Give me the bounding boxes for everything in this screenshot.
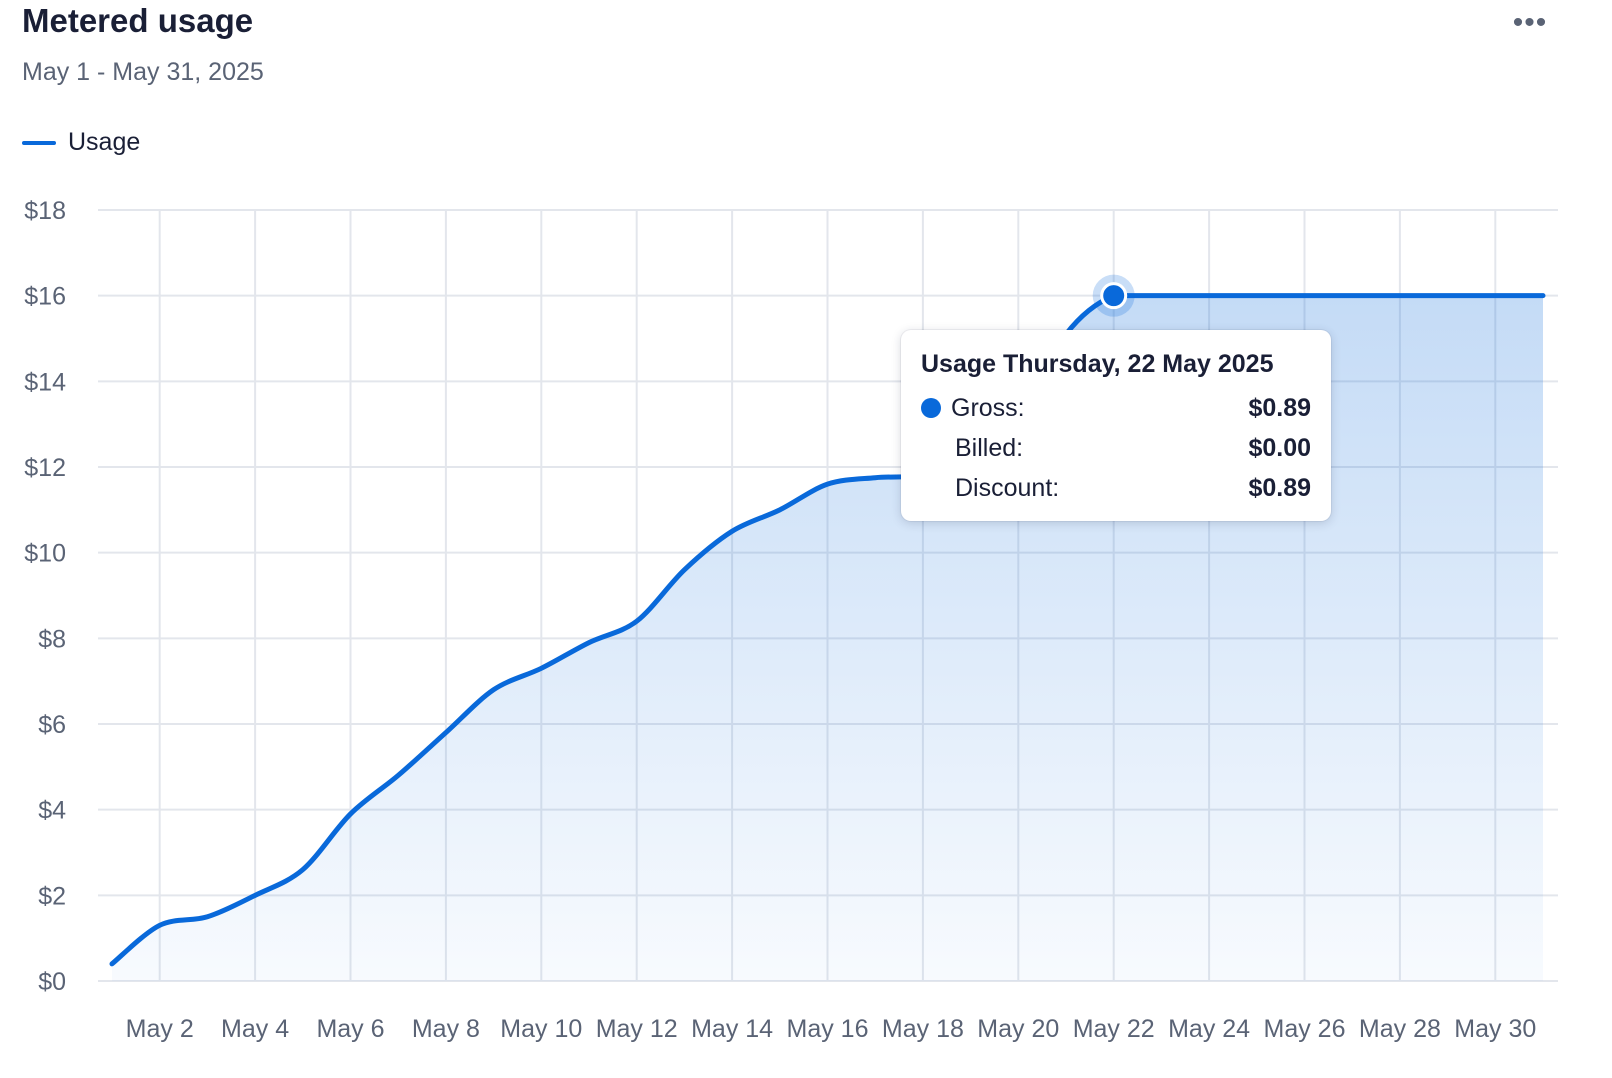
usage-point: [443, 730, 449, 736]
y-tick-label: $10: [24, 540, 66, 568]
legend-label: Usage: [68, 128, 141, 156]
usage-point: [252, 892, 258, 898]
x-tick-label: May 26: [1264, 1015, 1346, 1043]
usage-point: [157, 922, 163, 928]
y-tick-label: $12: [24, 454, 66, 482]
usage-point: [1397, 293, 1403, 299]
usage-point: [634, 618, 640, 624]
x-tick-label: May 2: [126, 1015, 194, 1043]
y-tick-label: $2: [38, 882, 66, 910]
gross-dot-icon: [921, 398, 941, 418]
usage-point: [204, 914, 210, 920]
y-tick-label: $14: [24, 368, 66, 396]
x-tick-label: May 16: [787, 1015, 869, 1043]
usage-point: [825, 481, 831, 487]
usage-point: [872, 475, 878, 481]
tooltip-row-billed: Billed: $0.00: [921, 428, 1311, 468]
x-tick-label: May 20: [977, 1015, 1059, 1043]
usage-point: [1206, 293, 1212, 299]
usage-point: [109, 961, 115, 967]
x-tick-label: May 14: [691, 1015, 773, 1043]
y-tick-label: $6: [38, 711, 66, 739]
tooltip-discount-value: $0.89: [1248, 473, 1311, 502]
tooltip-gross-value: $0.89: [1248, 393, 1311, 422]
x-tick-label: May 8: [412, 1015, 480, 1043]
x-tick-label: May 4: [221, 1015, 289, 1043]
usage-point: [538, 665, 544, 671]
legend-swatch: [22, 140, 56, 145]
x-tick-label: May 22: [1073, 1015, 1155, 1043]
usage-point: [1445, 293, 1451, 299]
y-tick-label: $4: [38, 797, 66, 825]
x-tick-label: May 18: [882, 1015, 964, 1043]
x-tick-label: May 24: [1168, 1015, 1250, 1043]
tooltip-billed-value: $0.00: [1248, 433, 1311, 462]
usage-point: [1349, 293, 1355, 299]
usage-point: [1254, 293, 1260, 299]
usage-point: [681, 567, 687, 573]
x-tick-label: May 30: [1454, 1015, 1536, 1043]
chart-title: Metered usage: [22, 2, 254, 39]
y-tick-label: $18: [24, 197, 66, 225]
x-tick-label: May 10: [500, 1015, 582, 1043]
usage-point: [491, 687, 497, 693]
highlight-point: [1100, 282, 1128, 310]
more-options-button[interactable]: •••: [1508, 8, 1552, 38]
usage-point: [1158, 293, 1164, 299]
y-tick-label: $16: [24, 283, 66, 311]
usage-point: [300, 867, 306, 873]
y-tick-label: $0: [38, 968, 66, 996]
more-horizontal-icon: •••: [1512, 6, 1548, 39]
usage-point: [1540, 293, 1546, 299]
usage-point: [1302, 293, 1308, 299]
x-tick-label: May 6: [316, 1015, 384, 1043]
y-tick-label: $8: [38, 625, 66, 653]
x-tick-label: May 28: [1359, 1015, 1441, 1043]
chart-legend: Usage: [22, 128, 140, 157]
usage-point: [395, 772, 401, 778]
usage-point: [586, 640, 592, 646]
usage-point: [348, 811, 354, 817]
tooltip-row-discount: Discount: $0.89: [921, 468, 1311, 508]
tooltip-row-gross: Gross: $0.89: [921, 388, 1311, 428]
tooltip-discount-label: Discount:: [955, 473, 1060, 502]
date-range: May 1 - May 31, 2025: [22, 58, 264, 86]
usage-point: [1492, 293, 1498, 299]
tooltip-title: Usage Thursday, 22 May 2025: [921, 350, 1274, 378]
usage-line: [109, 293, 1546, 967]
tooltip-gross-label: Gross:: [951, 393, 1025, 422]
x-tick-label: May 12: [596, 1015, 678, 1043]
usage-tooltip: Usage Thursday, 22 May 2025 Gross: $0.89…: [901, 330, 1331, 521]
usage-point: [777, 507, 783, 513]
tooltip-billed-label: Billed:: [955, 433, 1024, 462]
usage-point: [729, 528, 735, 534]
